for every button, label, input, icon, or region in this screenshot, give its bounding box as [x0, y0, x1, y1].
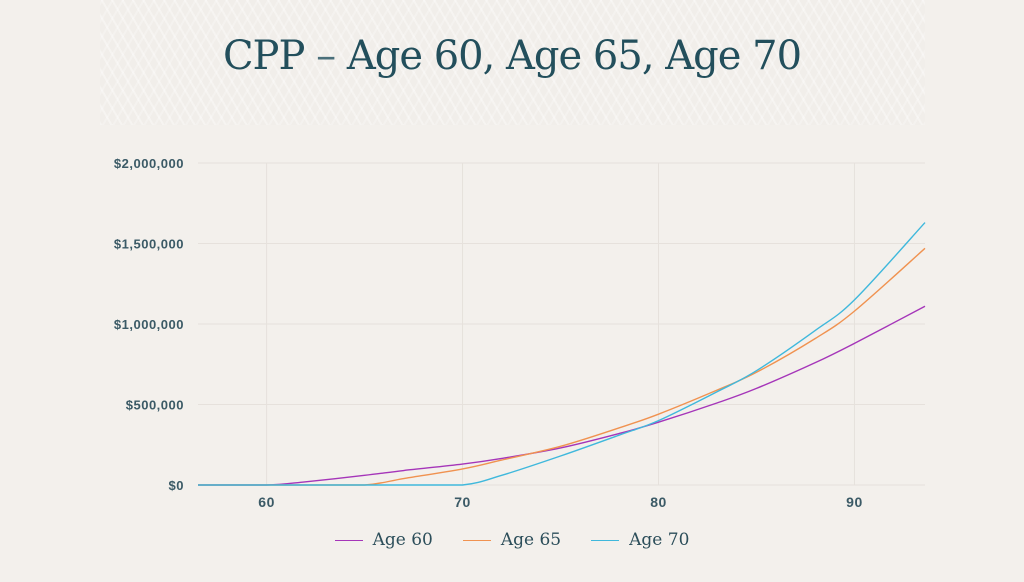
- legend-item-age-65[interactable]: Age 65: [462, 530, 562, 550]
- legend-swatch-age-70: [591, 539, 620, 541]
- x-tick-label: 60: [258, 494, 275, 510]
- series-line-age-65: [198, 247, 926, 486]
- title-dash: –: [316, 33, 336, 79]
- legend: Age 60 Age 65 Age 70: [0, 530, 1024, 550]
- legend-label: Age 60: [372, 530, 433, 550]
- x-axis-ticks: 60 70 80 90: [258, 494, 862, 510]
- y-axis-ticks: $0 $500,000 $1,000,000 $1,500,000 $2,000,000: [114, 156, 184, 493]
- x-tick-label: 70: [454, 494, 471, 510]
- x-tick-label: 80: [650, 494, 667, 510]
- legend-swatch-age-60: [334, 539, 363, 541]
- legend-swatch-age-65: [462, 539, 491, 541]
- x-tick-label: 90: [846, 494, 863, 510]
- y-tick-label: $2,000,000: [114, 156, 184, 171]
- y-tick-label: $1,000,000: [114, 317, 184, 332]
- legend-item-age-70[interactable]: Age 70: [591, 530, 689, 550]
- title-main: CPP: [222, 33, 305, 79]
- chart-title: CPP – Age 60, Age 65, Age 70: [0, 33, 1024, 79]
- y-tick-label: $0: [169, 478, 184, 493]
- series-line-age-60: [198, 305, 926, 486]
- title-rest: Age 60, Age 65, Age 70: [346, 33, 802, 79]
- legend-item-age-60[interactable]: Age 60: [334, 530, 433, 550]
- y-tick-label: $500,000: [126, 398, 184, 413]
- header-pattern-band: [100, 0, 925, 125]
- gridlines: [198, 162, 925, 486]
- series-lines: [198, 222, 926, 486]
- legend-label: Age 70: [629, 530, 690, 550]
- legend-label: Age 65: [500, 530, 562, 550]
- y-tick-label: $1,500,000: [114, 237, 184, 252]
- series-line-age-70: [198, 222, 926, 486]
